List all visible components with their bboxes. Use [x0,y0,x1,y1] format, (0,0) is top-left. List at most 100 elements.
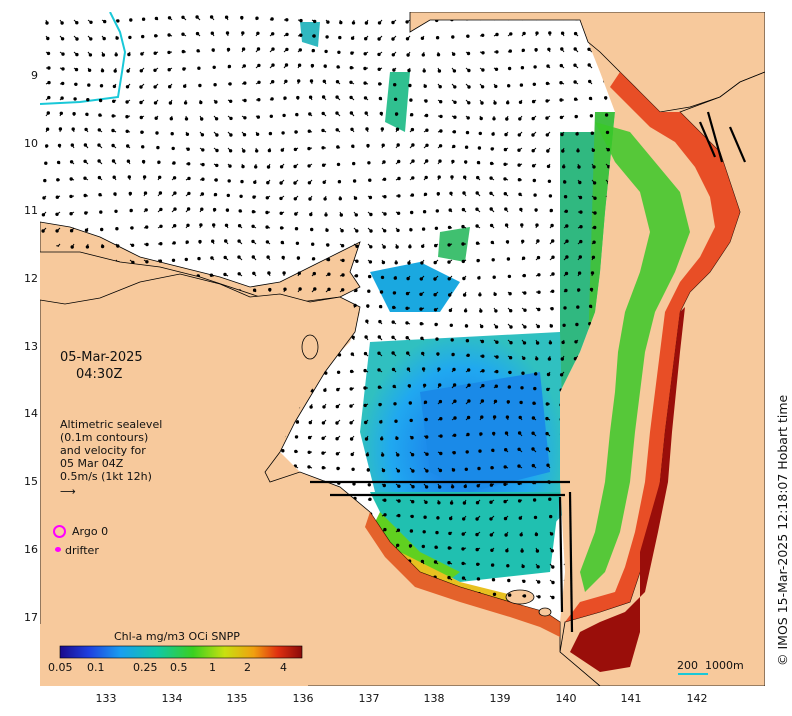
velocity-arrow-head [285,47,289,52]
velocity-arrow-head [604,256,608,260]
velocity-arrow-head [481,354,485,358]
velocity-arrow-head [363,81,367,85]
velocity-arrow-head [377,368,381,372]
velocity-arrow-head [293,147,298,152]
velocity-arrow-head [433,308,438,312]
velocity-arrow-head [117,277,121,281]
velocity-arrow-head [475,547,479,552]
velocity-arrow-head [546,64,550,68]
velocity-arrow-head [534,532,539,537]
velocity-arrow-head [145,260,149,264]
velocity-arrow-head [587,373,591,377]
velocity-arrow-head [592,165,596,169]
velocity-arrow-head [125,129,129,134]
velocity-arrow [281,465,285,469]
velocity-arrow-head [548,497,552,501]
lon-tick-136: 136 [292,692,314,705]
lat-tick-15: 15 [24,475,38,488]
velocity-arrow-head [186,207,191,211]
velocity-arrow-head [517,499,522,503]
velocity-arrow-head [168,85,172,89]
velocity-arrow-head [562,323,566,327]
argo-label: Argo 0 [72,525,109,538]
velocity-arrow-head [504,223,509,227]
velocity-arrow-head [579,548,583,552]
velocity-arrow-head [521,564,525,569]
velocity-arrow-head [489,223,494,228]
colorbar-gradient [59,645,303,659]
velocity-arrow-head [565,581,569,585]
velocity-arrow-head [607,165,611,169]
velocity-arrow-head [533,65,537,69]
velocity-arrow-head [495,340,499,344]
velocity-arrow-head [140,52,144,56]
velocity-arrow-head [504,533,508,537]
velocity-arrow-head [296,256,301,260]
velocity-arrow-head [461,242,465,246]
velocity-arrow-head [182,67,186,71]
velocity-arrow-head [339,20,343,25]
velocity-arrow-head [453,115,457,119]
velocity-arrow-head [589,114,594,118]
velocity-arrow-head [369,212,373,217]
velocity-arrow-head [424,500,428,504]
velocity-arrow-head [97,159,101,163]
velocity-arrow-head [97,128,101,132]
velocity-arrow-head [591,255,596,260]
velocity-arrow [588,371,593,376]
velocity-arrow-head [601,338,605,342]
velocity-arrow-head [406,53,410,57]
velocity-arrow-head [383,498,387,502]
velocity-arrow-head [266,255,270,259]
velocity-arrow-head [421,244,425,249]
velocity-arrow-head [265,240,270,244]
velocity-arrow-head [368,497,372,501]
velocity-arrow-head [70,143,74,147]
velocity-arrow-head [480,324,484,329]
velocity-arrow-head [559,115,564,120]
velocity-arrow-head [378,82,382,86]
velocity-arrow-head [424,417,428,422]
velocity-arrow-head [504,207,508,211]
velocity-arrow-head [478,449,482,453]
velocity-arrow-head [578,496,582,500]
velocity-arrow-head [335,111,339,115]
velocity-arrow-head [547,47,551,51]
velocity-arrow-head [433,293,437,297]
velocity-arrow-head [476,484,480,488]
velocity-arrow-head [141,17,146,21]
velocity-arrow-head [435,209,439,213]
lon-tick-135: 135 [226,692,248,705]
velocity-arrow-head [517,163,521,167]
velocity-arrow-head [240,15,244,20]
velocity-arrow-head [535,31,539,35]
velocity-arrow-head [481,383,485,388]
velocity-arrow-head [462,191,466,195]
velocity-arrow [87,275,90,279]
velocity-arrow-head [75,21,79,25]
velocity-arrow-head [449,323,453,327]
velocity-arrow-head [397,513,401,518]
velocity-arrow-head [391,335,395,339]
velocity-arrow-head [406,351,410,355]
velocity-arrow-head [240,179,244,184]
velocity-arrow-head [523,291,527,295]
velocity-arrow-head [209,15,214,19]
velocity-arrow-head [87,83,91,87]
velocity-arrow-head [47,80,51,85]
colorbar-tick-3: 0.5 [170,661,188,674]
velocity-arrow-head [322,79,326,84]
velocity-arrow-head [406,276,410,281]
velocity-arrow-head [382,483,386,488]
velocity-arrow-head [559,373,564,377]
velocity-arrow-head [574,433,579,437]
sealevel-line3: and velocity for [60,444,146,457]
lon-tick-142: 142 [686,692,708,705]
velocity-arrow-head [311,48,315,53]
velocity-arrow [591,496,596,501]
velocity-arrow-head [490,466,494,470]
velocity-arrow-head [462,501,467,505]
velocity-arrow-head [405,20,409,24]
velocity-arrow-head [391,53,395,57]
velocity-arrow-head [337,50,341,54]
